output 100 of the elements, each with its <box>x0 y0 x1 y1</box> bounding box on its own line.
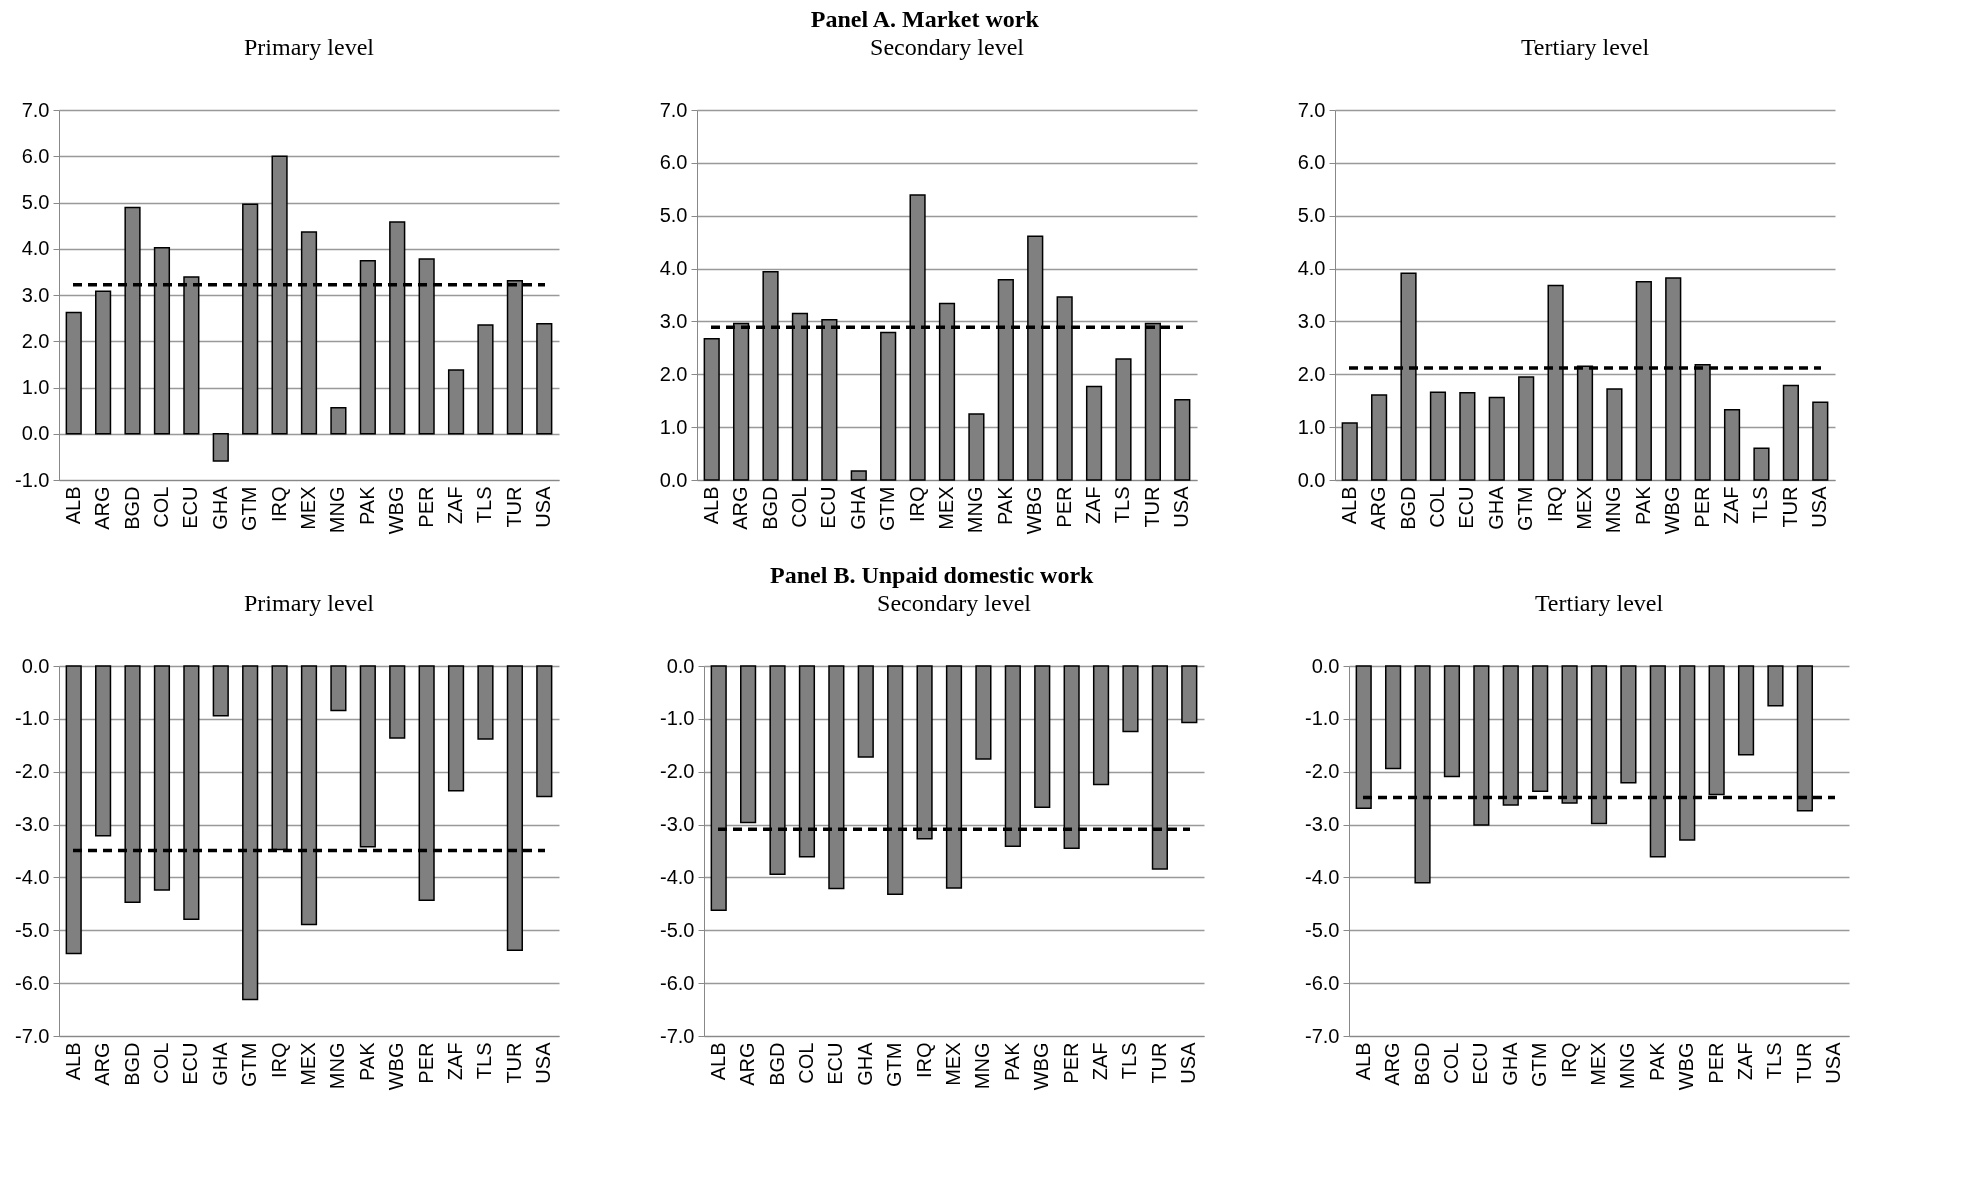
x-tick-label: PER <box>1052 486 1075 528</box>
x-tick-label: IRQ <box>1543 486 1566 523</box>
y-tick-label: -2.0 <box>660 760 695 783</box>
x-tick-label: USA <box>1177 1041 1200 1084</box>
x-tick-label: COL <box>149 486 172 528</box>
y-tick-label: 0.0 <box>1297 468 1326 491</box>
y-tick-label: 5.0 <box>21 191 50 213</box>
y-tick-label: -5.0 <box>1305 918 1340 941</box>
x-tick-label: PER <box>1704 1042 1727 1084</box>
y-tick-label: 0.0 <box>1311 654 1340 677</box>
x-tick-label: ZAF <box>1089 1042 1112 1081</box>
x-tick-label: WBG <box>1030 1042 1053 1091</box>
x-tick-label: MNG <box>964 486 987 534</box>
x-tick-label: WBG <box>1675 1042 1698 1091</box>
x-tick-label: WBG <box>1023 486 1046 535</box>
x-tick-label: GTM <box>883 1042 906 1087</box>
x-tick-label: ARG <box>91 486 114 530</box>
x-tick-label: WBG <box>385 486 408 535</box>
x-tick-label: GTM <box>876 486 899 531</box>
y-tick-label: -2.0 <box>1305 760 1340 783</box>
y-tick-label: -5.0 <box>15 918 50 941</box>
x-tick-label: MNG <box>326 486 349 534</box>
x-tick-label: ECU <box>824 1042 847 1085</box>
x-tick-label: PAK <box>993 485 1016 526</box>
bar <box>95 290 112 435</box>
x-tick-label: GHA <box>846 485 869 530</box>
x-tick-label: GTM <box>238 1042 261 1087</box>
x-tick-label: GHA <box>208 1041 231 1086</box>
x-tick-label: ARG <box>729 486 752 530</box>
x-tick-label: TUR <box>502 486 525 528</box>
x-tick-label: IRQ <box>267 486 290 523</box>
x-tick-label: USA <box>1808 485 1831 528</box>
x-tick-label: MEX <box>942 1042 964 1086</box>
x-tick-label: WBG <box>385 1042 408 1091</box>
x-tick-label: BGD <box>765 1042 788 1086</box>
y-tick-label: 4.0 <box>1297 257 1326 280</box>
x-tick-label: TLS <box>473 486 496 524</box>
y-tick-label: -6.0 <box>1305 971 1340 994</box>
x-tick-label: ALB <box>61 486 84 525</box>
x-tick-label: USA <box>532 485 555 528</box>
x-tick-label: BGD <box>120 486 143 530</box>
x-tick-label: MNG <box>1616 1042 1639 1090</box>
x-tick-label: ARG <box>1381 1042 1404 1086</box>
y-tick-label: 5.0 <box>1297 204 1326 227</box>
bar <box>447 369 465 435</box>
x-tick-label: ALB <box>699 486 722 525</box>
x-tick-label: COL <box>1439 1042 1462 1084</box>
y-tick-label: -1.0 <box>1305 707 1340 730</box>
chart-title: Primary level <box>244 34 375 60</box>
x-tick-label: WBG <box>1661 486 1684 535</box>
bar <box>477 324 494 435</box>
x-tick-label: PAK <box>1631 485 1654 526</box>
chart-title: Primary level <box>244 590 375 616</box>
x-tick-label: PAK <box>355 1041 378 1082</box>
x-tick-label: TUR <box>1778 486 1801 528</box>
x-tick-label: PAK <box>355 485 378 526</box>
y-tick-label: 2.0 <box>659 362 688 385</box>
x-tick-label: MNG <box>971 1042 994 1090</box>
x-tick-label: ECU <box>1455 486 1478 529</box>
y-tick-label: -4.0 <box>660 865 695 888</box>
chart-title: Panel A. Market work <box>810 6 1040 32</box>
y-tick-label: -7.0 <box>15 1024 50 1047</box>
x-tick-label: COL <box>794 1042 817 1084</box>
x-tick-label: ALB <box>1351 1042 1374 1081</box>
y-tick-label: 0.0 <box>21 422 50 445</box>
y-tick-label: 2.0 <box>21 329 50 352</box>
x-tick-label: GTM <box>238 486 261 531</box>
x-tick-label: PER <box>414 486 437 528</box>
x-tick-label: COL <box>1425 486 1448 528</box>
x-tick-label: MEX <box>1587 1042 1609 1086</box>
x-tick-label: TLS <box>1118 1042 1141 1080</box>
x-tick-label: GTM <box>1514 486 1537 531</box>
y-tick-label: 1.0 <box>1297 415 1326 438</box>
x-tick-label: ECU <box>817 486 840 529</box>
x-tick-label: ARG <box>1367 486 1390 530</box>
x-tick-label: ZAF <box>444 1042 467 1081</box>
x-tick-label: TUR <box>502 1042 525 1084</box>
y-tick-label: 7.0 <box>1297 98 1326 121</box>
x-tick-label: PER <box>414 1042 437 1084</box>
chart-title: Tertiary level <box>1520 34 1650 60</box>
x-tick-label: ARG <box>91 1042 114 1086</box>
x-tick-label: GHA <box>1484 485 1507 530</box>
x-tick-label: MEX <box>297 1042 319 1086</box>
x-tick-label: TUR <box>1147 1042 1170 1084</box>
y-tick-label: -1.0 <box>15 468 50 491</box>
x-tick-label: BGD <box>1396 486 1419 530</box>
x-tick-label: GHA <box>853 1041 876 1086</box>
x-tick-label: GHA <box>1498 1041 1521 1086</box>
y-tick-label: 7.0 <box>659 98 688 121</box>
x-tick-label: IRQ <box>905 486 928 523</box>
x-tick-label: TUR <box>1140 486 1163 528</box>
x-tick-label: TLS <box>1749 486 1772 524</box>
y-tick-label: 6.0 <box>659 151 688 174</box>
x-tick-label: ECU <box>179 486 202 529</box>
x-tick-label: IRQ <box>912 1042 935 1079</box>
y-tick-label: 0.0 <box>666 654 695 677</box>
y-tick-label: 1.0 <box>21 376 50 398</box>
x-tick-label: MNG <box>326 1042 349 1090</box>
y-tick-label: 4.0 <box>21 237 50 260</box>
x-tick-label: MEX <box>935 486 957 530</box>
